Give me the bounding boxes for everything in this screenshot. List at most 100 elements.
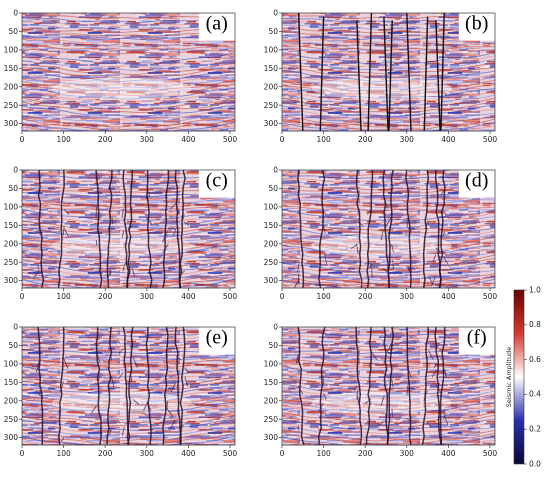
reflector [21,115,236,128]
y-tick-label: 200 [264,396,279,405]
fault-line [435,20,441,132]
reflector [21,202,236,208]
reflector [281,97,496,110]
reflector [281,407,496,421]
reflector [21,67,236,79]
axes-frame [21,326,236,446]
y-tick-label: 300 [264,276,279,285]
reflector [21,369,236,382]
fault-branch [424,224,428,229]
fault-branch [430,275,436,287]
y-tick-label: 100 [264,202,279,211]
fault-branch [392,259,394,270]
fault-branch [322,211,325,223]
x-tick-label: 0 [280,135,285,144]
fault-branch [96,230,101,238]
y-tick-label: 50 [8,184,18,193]
reflector [21,91,236,103]
reflector [281,55,496,68]
fault-probability-trace [297,169,305,289]
fault-branch [107,269,112,279]
x-tick-label: 500 [483,449,498,458]
fault-branch [165,188,168,199]
reflector [281,241,496,253]
reflector [281,93,496,107]
reflector [281,390,496,403]
fault-branch [110,376,115,387]
colorbar-tick-label: 0.0 [529,459,541,468]
fault-probability-trace [355,169,363,288]
fault-probability-trace [439,169,446,289]
fault-probability-trace [383,326,389,446]
fault-branch [166,354,168,360]
fault-probability-trace [106,326,113,446]
fault-branch [175,355,182,361]
reflector [21,393,236,407]
y-tick-label: 300 [4,276,19,285]
reflector [281,411,496,424]
fault-branch [162,243,169,254]
fault-branch [38,226,43,236]
reflector [281,365,496,379]
fault-branch [130,207,133,215]
y-tick-label: 200 [264,82,279,91]
reflector [281,236,496,250]
reflector [281,220,496,232]
fault-line [383,16,389,132]
axes-frame [281,12,496,132]
fault-branch [175,203,180,214]
fault-branch [442,231,446,236]
y-tick-label: 0 [273,323,278,332]
fault-branch [405,266,411,273]
reflector [281,373,496,386]
fault-branch [63,228,70,238]
y-tick-label: 250 [264,258,279,267]
label-box [458,326,496,355]
fault-branch [364,398,372,404]
fault-probability-trace [317,326,326,446]
y-tick-label: 250 [4,101,19,110]
x-tick-label: 300 [140,449,155,458]
reflector [281,79,496,93]
reflector [21,109,236,121]
reflector [21,398,236,410]
y-tick-label: 0 [13,166,18,175]
y-tick-label: 50 [268,27,278,36]
fault-branch [295,354,299,364]
pale-zone [51,234,192,257]
reflector [21,38,235,44]
fault-branch [109,428,112,436]
fault-line [297,12,304,132]
x-tick-label: 400 [441,292,456,301]
fault-branch [366,209,372,215]
fault-probability-trace [297,326,305,446]
reflector [21,93,236,107]
fault-branch [184,376,189,387]
fault-branch [131,268,136,277]
fault-probability-trace [58,326,65,446]
reflector [21,352,235,358]
panel-label: (d) [465,170,488,192]
fault-branch [145,217,153,225]
reflector [281,205,496,212]
reflector [281,63,496,75]
fault-branch [385,215,393,227]
x-tick-label: 0 [20,292,25,301]
fault-branch [118,348,124,355]
panel-label: (c) [206,170,228,192]
reflector [21,241,236,253]
x-tick-label: 400 [441,135,456,144]
fault-branch [406,385,409,396]
fault-probability-trace [179,326,186,446]
axes-frame [281,169,496,289]
y-tick-label: 150 [264,64,279,73]
colorbar-tick-label: 1.0 [529,285,541,294]
reflector [281,195,495,201]
y-tick-label: 250 [4,258,19,267]
y-tick-label: 300 [264,433,279,442]
fault-probability-trace [439,326,446,446]
fault-branch [377,421,384,427]
x-tick-label: 200 [98,449,113,458]
reflector [21,69,236,82]
colorbar-tick-label: 0.8 [529,320,541,329]
